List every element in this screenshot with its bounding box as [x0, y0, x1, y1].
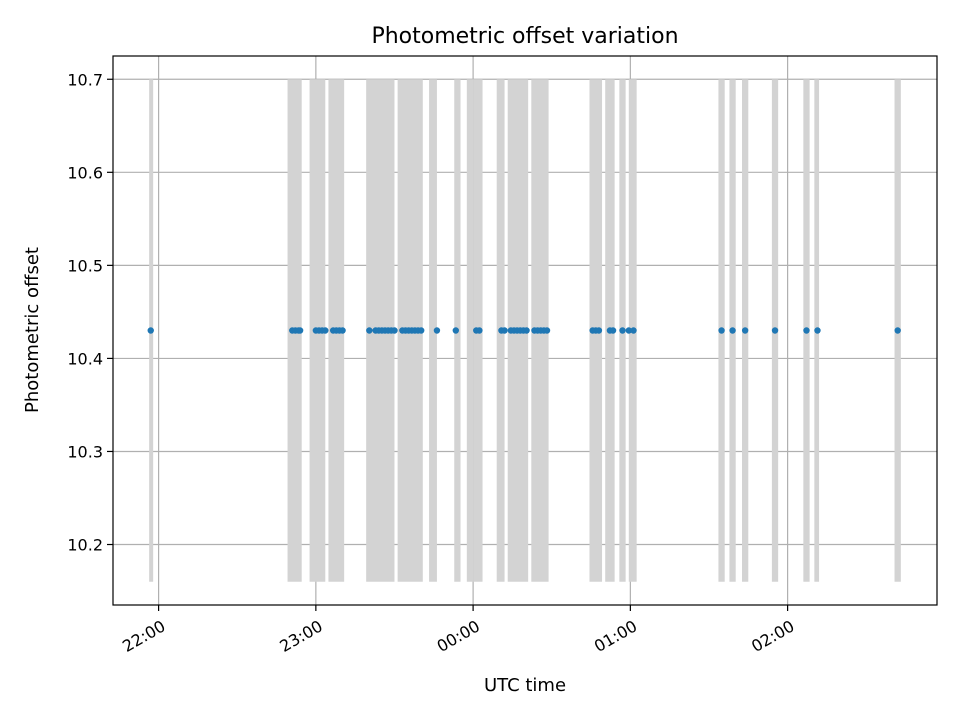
x-tick-label-1: 23:00 [276, 616, 325, 656]
data-point-54 [729, 327, 736, 334]
data-point-52 [630, 327, 637, 334]
y-tick-label-1: 10.3 [67, 442, 103, 461]
y-tick-label-4: 10.6 [67, 163, 103, 182]
data-point-51 [625, 327, 632, 334]
data-point-39 [523, 327, 530, 334]
y-tick-label-3: 10.5 [67, 256, 103, 275]
data-point-49 [609, 327, 617, 334]
data-point-58 [814, 327, 821, 334]
data-point-56 [771, 327, 779, 334]
data-point-33 [501, 327, 508, 334]
x-axis-label: UTC time [484, 675, 566, 696]
x-tick-label-2: 00:00 [434, 616, 483, 656]
data-point-4 [296, 327, 304, 334]
data-point-53 [718, 327, 725, 334]
data-point-57 [803, 327, 810, 334]
data-point-55 [741, 327, 749, 334]
data-point-29 [452, 327, 460, 334]
y-tick-label-0: 10.2 [67, 536, 103, 555]
data-point-59 [894, 327, 901, 334]
data-point-27 [418, 327, 425, 334]
band-6 [429, 79, 437, 582]
band-8 [466, 79, 474, 582]
x-tick-label-3: 01:00 [591, 616, 640, 656]
y-axis-ticks: 10.2 10.3 10.4 10.5 10.6 10.7 [67, 70, 113, 555]
chart-title: Photometric offset variation [371, 24, 678, 49]
data-point-8 [322, 327, 329, 334]
data-point-47 [595, 327, 603, 334]
data-point-20 [391, 327, 398, 334]
data-point-13 [366, 327, 373, 334]
y-axis-label: Photometric offset [22, 247, 43, 413]
data-point-50 [619, 327, 626, 334]
y-tick-label-5: 10.7 [67, 70, 103, 89]
x-tick-label-4: 02:00 [748, 616, 797, 656]
data-points [147, 327, 901, 334]
x-axis-ticks: 22:00 23:00 00:00 01:00 02:00 [119, 605, 798, 656]
data-point-12 [339, 327, 346, 334]
data-point-28 [433, 327, 441, 334]
plot-frame [112, 55, 938, 606]
data-point-0 [147, 327, 154, 334]
y-tick-label-2: 10.4 [67, 349, 103, 368]
data-point-44 [543, 327, 551, 334]
x-tick-label-0: 22:00 [119, 616, 168, 656]
data-point-31 [476, 327, 483, 334]
